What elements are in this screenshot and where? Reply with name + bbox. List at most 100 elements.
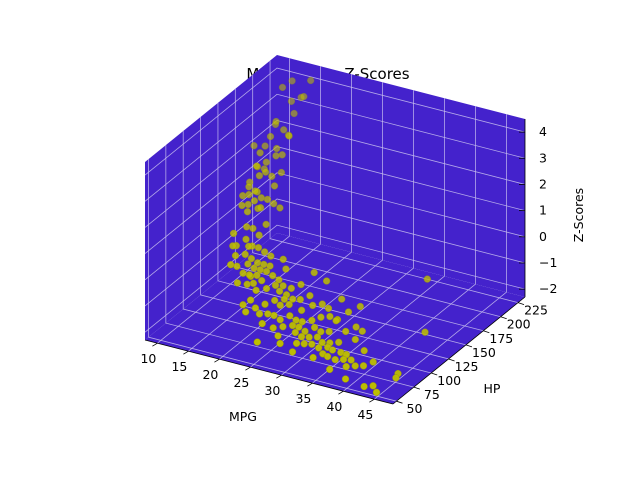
data-point bbox=[227, 261, 235, 269]
data-point bbox=[326, 365, 334, 374]
data-point bbox=[260, 248, 269, 256]
z-tick-label: −2 bbox=[539, 281, 557, 296]
data-point bbox=[262, 158, 270, 166]
data-point bbox=[238, 201, 246, 210]
data-point bbox=[297, 280, 305, 289]
data-point bbox=[342, 362, 350, 371]
data-point bbox=[247, 254, 256, 263]
data-point bbox=[288, 348, 297, 356]
data-point bbox=[280, 295, 289, 303]
data-point bbox=[267, 252, 275, 260]
data-point bbox=[305, 333, 313, 341]
data-point bbox=[306, 292, 314, 300]
x-tick-mark bbox=[152, 342, 158, 347]
data-point bbox=[308, 340, 316, 348]
data-point bbox=[253, 338, 261, 346]
data-point bbox=[273, 144, 281, 153]
data-point bbox=[245, 190, 253, 199]
data-point bbox=[278, 83, 287, 92]
y-tick-label: 200 bbox=[507, 317, 531, 332]
data-point bbox=[360, 347, 368, 355]
x-tick-label: 25 bbox=[233, 375, 249, 390]
data-point bbox=[271, 281, 280, 289]
x-tick-mark bbox=[276, 374, 282, 379]
data-point bbox=[332, 317, 340, 325]
y-tick-label: 150 bbox=[472, 345, 496, 360]
y-tick-mark bbox=[396, 400, 403, 404]
z-tick-label: −1 bbox=[539, 255, 557, 270]
data-point bbox=[276, 316, 284, 324]
gridline-x bbox=[281, 90, 414, 376]
data-point bbox=[318, 300, 326, 308]
data-point bbox=[317, 313, 325, 321]
data-point bbox=[262, 220, 270, 229]
x-tick-label: 20 bbox=[202, 367, 218, 382]
data-point bbox=[251, 304, 260, 312]
data-point bbox=[261, 168, 270, 176]
data-point bbox=[256, 204, 265, 212]
data-point bbox=[246, 296, 255, 304]
data-point bbox=[270, 200, 278, 208]
data-point bbox=[338, 295, 346, 303]
data-point bbox=[233, 279, 242, 287]
data-point bbox=[266, 132, 275, 141]
z-tick-label: 4 bbox=[539, 124, 547, 139]
data-point bbox=[269, 324, 277, 332]
x-tick-mark bbox=[338, 390, 344, 395]
data-point bbox=[347, 356, 355, 364]
data-point bbox=[285, 132, 293, 140]
gridline-y bbox=[200, 116, 449, 360]
data-point bbox=[290, 109, 298, 118]
data-point bbox=[233, 262, 241, 270]
data-point bbox=[229, 229, 238, 238]
data-point bbox=[421, 328, 429, 336]
data-point bbox=[315, 344, 323, 352]
gridline-y bbox=[182, 131, 432, 374]
data-point bbox=[272, 152, 280, 160]
data-point bbox=[291, 328, 299, 337]
chart-points bbox=[227, 76, 431, 396]
y-tick-mark bbox=[448, 358, 455, 362]
data-point bbox=[239, 192, 247, 200]
data-point bbox=[296, 295, 304, 304]
data-point bbox=[359, 362, 368, 370]
pane-back bbox=[277, 55, 525, 297]
gridline-z bbox=[144, 198, 526, 307]
data-point bbox=[369, 382, 377, 390]
data-point bbox=[252, 162, 261, 170]
data-point bbox=[255, 172, 264, 180]
data-point bbox=[301, 327, 309, 335]
data-point bbox=[285, 300, 293, 309]
data-point bbox=[360, 382, 368, 391]
data-point bbox=[275, 276, 283, 284]
gridline-x bbox=[343, 106, 476, 392]
gridline-y bbox=[165, 145, 414, 388]
y-axis-line bbox=[392, 296, 526, 405]
data-point bbox=[292, 316, 300, 324]
x-axis-line bbox=[144, 339, 394, 405]
gridline-y bbox=[217, 102, 467, 346]
data-point bbox=[313, 333, 322, 341]
x-tick-label: 10 bbox=[140, 351, 156, 366]
data-point bbox=[249, 224, 257, 233]
gridline-x bbox=[157, 58, 290, 344]
data-point bbox=[288, 77, 296, 85]
chart-gridlines bbox=[144, 58, 526, 402]
y-tick-label: 75 bbox=[424, 387, 440, 402]
x-tick-label: 35 bbox=[295, 391, 311, 406]
x-tick-mark bbox=[369, 398, 375, 403]
gridline-x bbox=[188, 66, 321, 352]
data-point bbox=[282, 265, 290, 273]
data-point bbox=[254, 244, 263, 252]
y-tick-label: 50 bbox=[407, 401, 423, 416]
data-point bbox=[269, 271, 277, 280]
data-point bbox=[297, 306, 306, 314]
data-point bbox=[274, 332, 282, 340]
y-tick-mark bbox=[483, 330, 490, 334]
data-point bbox=[275, 287, 284, 295]
data-point bbox=[318, 338, 326, 347]
data-point bbox=[261, 300, 269, 308]
z-axis-label: Z-Scores bbox=[571, 188, 586, 242]
